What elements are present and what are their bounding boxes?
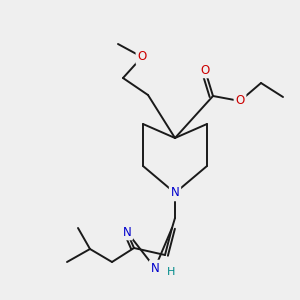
- Text: N: N: [123, 226, 131, 238]
- Text: O: O: [236, 94, 244, 107]
- Text: H: H: [167, 267, 175, 277]
- Text: O: O: [137, 50, 147, 64]
- Text: O: O: [200, 64, 210, 76]
- Text: N: N: [151, 262, 159, 275]
- Text: N: N: [171, 187, 179, 200]
